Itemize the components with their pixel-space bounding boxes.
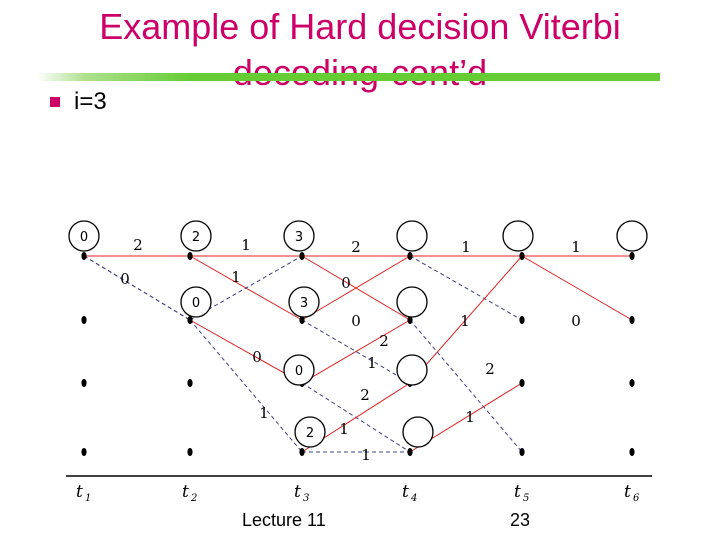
svg-text:5: 5: [523, 493, 529, 504]
branch-metric-label: 0: [341, 274, 351, 292]
trellis-node: [187, 316, 193, 324]
trellis-node: [81, 316, 87, 324]
title-line-1: Example of Hard decision Viterbi: [99, 6, 621, 47]
branch-metric-label: 1: [367, 354, 377, 372]
branch-metric-label: 0: [351, 312, 361, 330]
state-metric-circle: 0: [283, 354, 315, 386]
branch-metric-label: 1: [241, 236, 251, 254]
state-metric-circle: 2: [180, 220, 212, 252]
trellis-node: [629, 316, 635, 324]
trellis-node: [519, 379, 525, 387]
trellis-node: [299, 448, 305, 456]
branch-metric-label: 0: [571, 312, 581, 330]
trellis-branch: [521, 255, 633, 321]
branch-metric-label: 2: [379, 332, 389, 350]
branch-metric-label: 1: [461, 238, 471, 256]
trellis-node: [629, 252, 635, 260]
branch-metric-label: 1: [231, 268, 241, 286]
title-divider: [36, 73, 660, 81]
trellis-branch: [189, 319, 303, 453]
footer-lecture: Lecture 11: [242, 510, 326, 530]
trellis-node: [407, 316, 413, 324]
state-metric-value: 3: [300, 296, 308, 311]
trellis-branch: [189, 319, 303, 384]
svg-text:1: 1: [85, 493, 91, 504]
state-metric-circle: 2: [294, 416, 326, 448]
trellis-branch: [301, 255, 411, 321]
svg-text:t: t: [182, 482, 189, 502]
trellis-node: [299, 252, 305, 260]
slide-title: Example of Hard decision Viterbi decodin…: [0, 4, 720, 96]
state-metric-circle: [502, 220, 534, 252]
state-metric-value: 2: [192, 230, 200, 245]
trellis-node: [629, 448, 635, 456]
bullet-square-icon: [50, 97, 60, 107]
svg-text:6: 6: [633, 493, 640, 504]
trellis-branch: [409, 255, 523, 321]
svg-text:2: 2: [190, 493, 197, 504]
state-metric-value: 0: [295, 364, 303, 379]
trellis-node: [407, 252, 413, 260]
state-metric-circle: [396, 220, 428, 252]
svg-text:t: t: [624, 482, 631, 502]
branch-metric-label: 1: [361, 446, 371, 464]
trellis-node: [519, 316, 525, 324]
bullet-text: i=3: [74, 88, 107, 115]
state-metric-value: 3: [295, 230, 303, 245]
trellis-node: [519, 448, 525, 456]
trellis-branch: [409, 255, 523, 384]
trellis-branch: [409, 319, 523, 453]
trellis-node: [81, 379, 87, 387]
svg-text:t: t: [294, 482, 301, 502]
branch-metric-label: 1: [339, 420, 349, 438]
state-metric-value: 0: [192, 296, 200, 311]
trellis-node: [629, 379, 635, 387]
branch-metric-label: 0: [120, 270, 130, 288]
branch-metric-label: 2: [351, 238, 361, 256]
svg-text:t: t: [76, 482, 83, 502]
page-number: 23: [510, 510, 531, 530]
state-metric-circle: 0: [68, 220, 100, 252]
state-metric-circle: [396, 354, 428, 386]
trellis-node: [187, 379, 193, 387]
state-metric-circle: [616, 220, 648, 252]
state-metric-circle: 3: [288, 286, 320, 318]
branch-metric-label: 1: [571, 238, 581, 256]
title-line-2: decoding-cont’d: [0, 50, 720, 96]
trellis-branch: [83, 255, 191, 321]
trellis-node: [81, 252, 87, 260]
branch-metric-label: 2: [485, 360, 495, 378]
trellis-node: [187, 448, 193, 456]
svg-text:t: t: [402, 482, 409, 502]
state-metric-circle: [402, 416, 434, 448]
trellis-node: [519, 252, 525, 260]
trellis-branch: [301, 319, 411, 384]
branch-metric-label: 1: [460, 312, 470, 330]
state-metric-value: 2: [306, 426, 314, 441]
branch-metric-label: 0: [252, 348, 262, 366]
svg-text:4: 4: [410, 493, 417, 504]
svg-text:3: 3: [303, 493, 309, 504]
branch-metric-label: 2: [133, 236, 143, 254]
branch-metric-label: 1: [259, 404, 269, 422]
trellis-node: [187, 252, 193, 260]
state-metric-circle: 3: [283, 220, 315, 252]
trellis-node: [299, 316, 305, 324]
branch-metric-label: 1: [465, 408, 475, 426]
branch-metric-label: 2: [360, 386, 370, 404]
trellis-node: [407, 448, 413, 456]
svg-text:t: t: [514, 482, 521, 502]
state-metric-value: 0: [80, 230, 88, 245]
state-metric-circle: 0: [180, 286, 212, 318]
state-metric-circle: [396, 286, 428, 318]
trellis-node: [81, 448, 87, 456]
